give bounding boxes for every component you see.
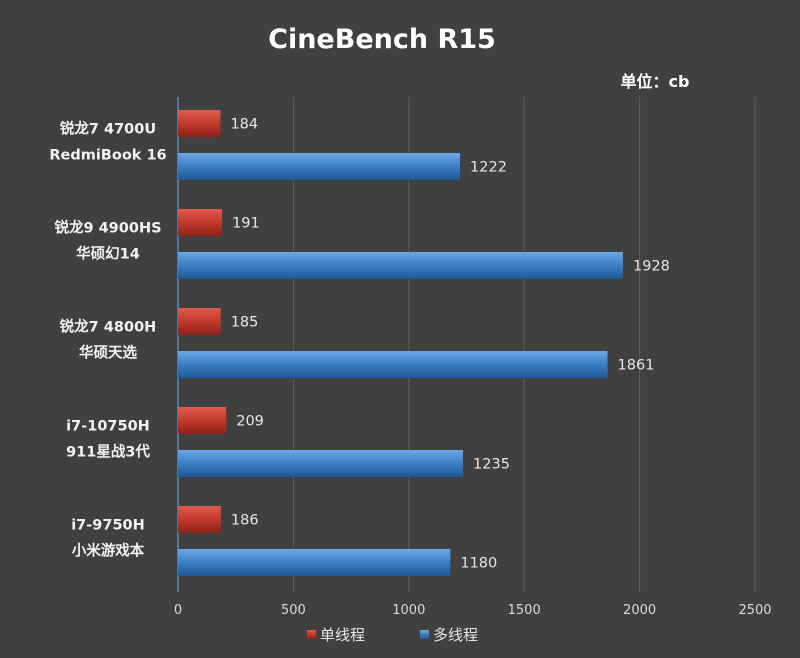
x-tick-label: 1500 (508, 603, 541, 618)
x-tick-label: 2000 (623, 603, 656, 618)
category-label: RedmiBook 16 (49, 148, 166, 164)
category-label: 锐龙9 4900HS (54, 219, 161, 237)
data-label: 184 (230, 117, 258, 133)
legend-swatch (307, 630, 316, 639)
bar-multi-1 (178, 252, 623, 279)
category-label: 小米游戏本 (72, 542, 145, 560)
category-label: 锐龙7 4700U (60, 120, 156, 138)
category-label: 华硕天选 (79, 344, 137, 362)
data-label: 1180 (460, 556, 497, 572)
data-label: 209 (236, 414, 264, 430)
chart-title: CineBench R15 (268, 24, 496, 55)
category-label: 华硕幻14 (76, 245, 140, 263)
legend-label: 单线程 (320, 626, 365, 644)
data-label: 1235 (473, 457, 510, 473)
bar-multi-2 (178, 351, 608, 378)
bar-multi-3 (178, 450, 464, 477)
category-label: 锐龙7 4800H (60, 318, 157, 336)
bar-single-2 (178, 308, 221, 335)
x-tick-label: 2500 (738, 603, 771, 618)
category-label: i7-9750H (71, 518, 145, 534)
bar-multi-4 (178, 549, 451, 576)
legend-swatch (420, 630, 429, 639)
unit-label: 单位：cb (621, 72, 690, 91)
bar-single-4 (178, 506, 221, 533)
category-label: 911星战3代 (66, 443, 150, 461)
x-tick-label: 500 (281, 603, 306, 618)
data-label: 186 (231, 513, 259, 529)
bar-single-0 (178, 110, 221, 137)
x-tick-label: 1000 (392, 603, 425, 618)
bar-multi-0 (178, 153, 461, 180)
category-label: i7-10750H (66, 419, 150, 435)
bar-single-1 (178, 209, 223, 236)
data-label: 1928 (633, 259, 670, 275)
bar-single-3 (178, 407, 227, 434)
x-tick-label: 0 (174, 603, 182, 618)
legend-label: 多线程 (433, 626, 478, 644)
data-label: 191 (232, 216, 260, 232)
data-label: 1222 (470, 160, 507, 176)
data-label: 1861 (618, 358, 655, 374)
data-label: 185 (231, 315, 259, 331)
